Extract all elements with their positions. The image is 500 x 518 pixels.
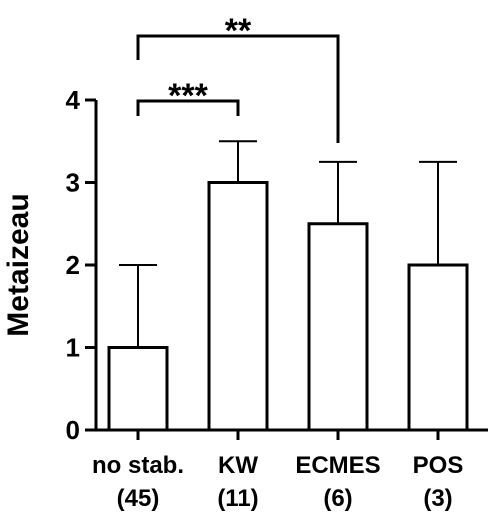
x-tick-label: KW [218, 452, 258, 479]
y-axis: 0 1 2 3 4 [66, 85, 98, 445]
y-axis-label: Metaizeau [2, 193, 35, 336]
y-tick-label: 3 [66, 168, 80, 198]
error-bars [119, 140, 457, 348]
significance-annotations: ***** [136, 12, 340, 143]
y-tick-label: 2 [66, 250, 80, 280]
x-axis: no stab. (45) KW (11) ECMES (6) POS (3) [92, 428, 488, 512]
significance-bracket [136, 34, 340, 143]
bar-kw [207, 181, 269, 432]
bars [107, 181, 469, 432]
significance-label: ** [225, 12, 252, 50]
x-tick-label: no stab. [92, 452, 184, 479]
significance-bracket [136, 99, 240, 116]
bar-ecmes [307, 222, 369, 432]
x-tick-label: ECMES [295, 452, 380, 479]
x-tick-label: POS [413, 452, 464, 479]
bar-no-stab- [107, 346, 169, 432]
y-tick-label: 4 [66, 85, 81, 115]
x-tick-count: (6) [323, 485, 352, 512]
bar-pos [407, 263, 469, 432]
y-tick-label: 0 [66, 415, 80, 445]
x-tick-count: (45) [117, 485, 160, 512]
significance-label: *** [168, 77, 208, 115]
y-tick-label: 1 [66, 333, 80, 363]
x-tick-count: (3) [423, 485, 452, 512]
x-tick-count: (11) [217, 485, 258, 512]
